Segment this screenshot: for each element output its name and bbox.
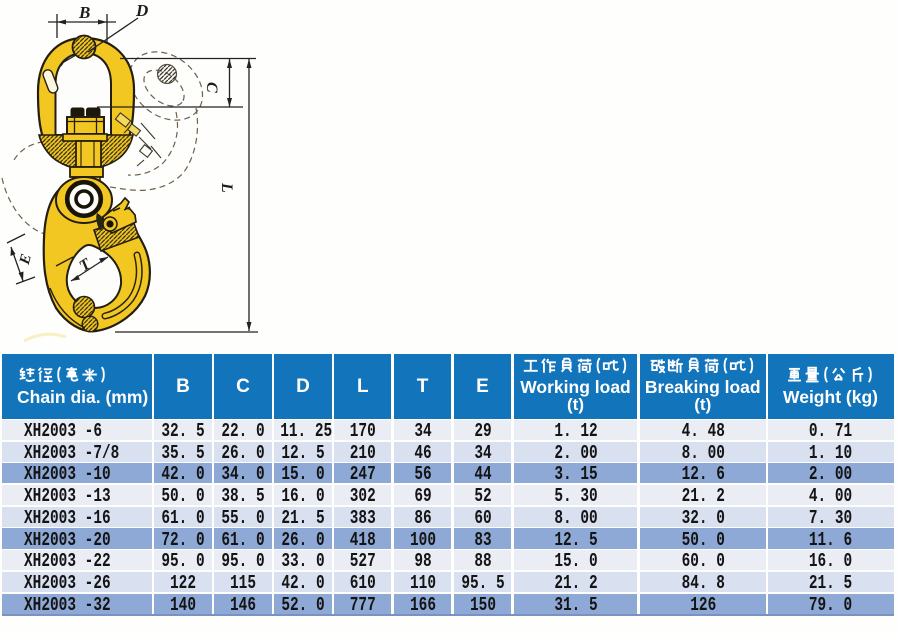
svg-text:L: L — [218, 182, 235, 193]
svg-text:C: C — [203, 82, 220, 93]
svg-text:D: D — [135, 1, 148, 20]
svg-text:B: B — [78, 3, 90, 22]
svg-text:E: E — [17, 252, 35, 267]
